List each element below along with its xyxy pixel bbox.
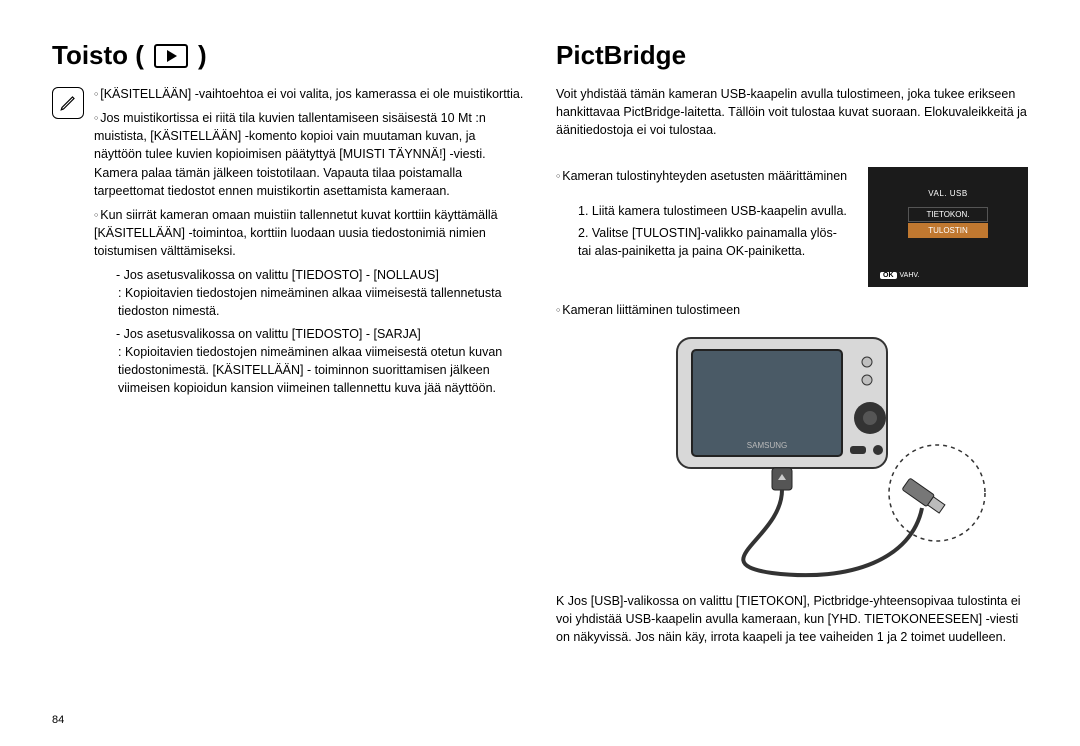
lcd-title: VAL. USB — [868, 189, 1028, 198]
left-bullet-1: [KÄSITELLÄÄN] -vaihtoehtoa ei voi valita… — [94, 85, 524, 103]
left-sub1-body: : Kopioitavien tiedostojen nimeäminen al… — [94, 284, 524, 320]
connect-title: Kameran liittäminen tulostimeen — [556, 301, 1028, 319]
setup-step-1: 1. Liitä kamera tulostimeen USB-kaapelin… — [556, 202, 852, 220]
page-number: 84 — [52, 714, 64, 726]
right-footnote: K Jos [USB]-valikossa on valittu [TIETOK… — [556, 592, 1028, 646]
lcd-footer: OKVAHV. — [880, 272, 919, 279]
left-bullet-3: Kun siirrät kameran omaan muistiin talle… — [94, 206, 524, 260]
lcd-item-printer: TULOSTIN — [908, 223, 988, 238]
lcd-ok-badge: OK — [880, 272, 897, 279]
right-intro: Voit yhdistää tämän kameran USB-kaapelin… — [556, 85, 1028, 139]
setup-section: Kameran tulostinyhteyden asetusten määri… — [556, 167, 1028, 287]
right-heading: PictBridge — [556, 40, 1028, 71]
heading-text-right: PictBridge — [556, 40, 686, 71]
page-spread: Toisto ( ) [KÄSITELLÄÄN] -vaihtoehtoa ei… — [52, 40, 1028, 726]
play-icon — [154, 44, 188, 68]
setup-step-2: 2. Valitse [TULOSTIN]-valikko painamalla… — [556, 224, 852, 260]
lcd-footer-label: VAHV. — [900, 272, 920, 279]
setup-text: Kameran tulostinyhteyden asetusten määri… — [556, 167, 852, 260]
pencil-note-icon — [52, 87, 84, 119]
lcd-menu: TIETOKON. TULOSTIN — [908, 207, 988, 239]
note-block: [KÄSITELLÄÄN] -vaihtoehtoa ei voi valita… — [52, 85, 524, 397]
left-sub2-body: : Kopioitavien tiedostojen nimeäminen al… — [94, 343, 524, 397]
note-body: [KÄSITELLÄÄN] -vaihtoehtoa ei voi valita… — [94, 85, 524, 397]
left-sub2-label: - Jos asetusvalikossa on valittu [TIEDOS… — [94, 325, 524, 343]
camera-illustration: SAMSUNG — [592, 328, 992, 588]
left-sub1-label: - Jos asetusvalikossa on valittu [TIEDOS… — [94, 266, 524, 284]
left-heading: Toisto ( ) — [52, 40, 524, 71]
heading-close: ) — [198, 40, 207, 71]
left-column: Toisto ( ) [KÄSITELLÄÄN] -vaihtoehtoa ei… — [52, 40, 524, 726]
svg-text:SAMSUNG: SAMSUNG — [747, 441, 787, 450]
lcd-item-computer: TIETOKON. — [908, 207, 988, 222]
left-bullet-2: Jos muistikortissa ei riitä tila kuvien … — [94, 109, 524, 200]
heading-text-left: Toisto ( — [52, 40, 144, 71]
setup-title: Kameran tulostinyhteyden asetusten määri… — [556, 167, 852, 185]
camera-lcd-screenshot: VAL. USB TIETOKON. TULOSTIN OKVAHV. — [868, 167, 1028, 287]
right-column: PictBridge Voit yhdistää tämän kameran U… — [556, 40, 1028, 726]
